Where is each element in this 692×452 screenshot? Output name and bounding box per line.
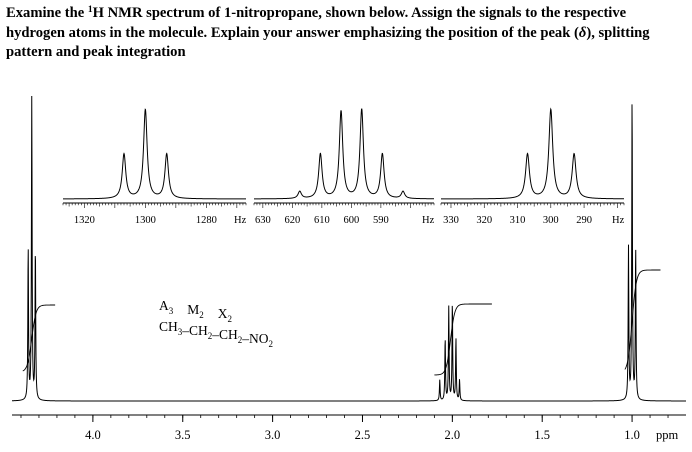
inset-axis-label: Hz (422, 215, 435, 226)
formula-group: CH (159, 319, 178, 334)
inset-tick-label: 600 (344, 215, 360, 226)
main-spectrum: 4.0 3.5 3.0 2.5 2.0 1.5 1.0 ppm (12, 95, 686, 442)
formula-subscript: 2 (269, 339, 274, 349)
inset-axis-label: Hz (612, 215, 625, 226)
inset-tick-label: 610 (314, 215, 330, 226)
inset-tick-label: 630 (255, 215, 271, 226)
question-part-3: ), splitting pattern and peak integratio… (6, 24, 650, 61)
inset-tick-label: 1280 (196, 215, 217, 226)
inset-tick-label: 290 (576, 215, 592, 226)
x-tick-label: 1.5 (534, 428, 550, 442)
x-tick-label: 3.0 (265, 428, 281, 442)
formula-subscript: 2 (238, 335, 243, 345)
integral-curve-a3 (624, 269, 661, 370)
spectrum-trace (12, 95, 686, 402)
inset-trace (441, 107, 624, 200)
formula-group: –CH (181, 323, 208, 338)
delta-symbol: δ (578, 24, 587, 41)
inset-1: 1320 1300 1280 Hz (62, 108, 247, 226)
inset-axis-label: Hz (234, 215, 247, 226)
inset-tick-label: 1320 (74, 215, 95, 226)
inset-tick-label: 1300 (135, 215, 156, 226)
x-tick-label: 2.0 (445, 428, 461, 442)
spin-label-x: X (218, 306, 228, 321)
spin-label-subscript: 2 (228, 314, 233, 324)
spin-system-labels: A3 M2 X2 (159, 298, 232, 324)
question-part-1: Examine the (6, 5, 88, 21)
inset-expansions: 1320 1300 1280 Hz 630 620 610 600 590 Hz 330 320 310… (62, 107, 625, 226)
inset-3: 330 320 310 300 290 Hz (440, 107, 625, 226)
inset-tick-label: 320 (476, 215, 492, 226)
x-axis-label: ppm (656, 428, 679, 442)
inset-tick-label: 590 (373, 215, 389, 226)
inset-trace (254, 108, 435, 200)
inset-tick-label: 310 (510, 215, 526, 226)
inset-trace (63, 108, 246, 200)
formula-group: –NO (241, 331, 268, 346)
formula-subscript: 3 (178, 327, 183, 337)
integral-curve-m2 (434, 303, 492, 376)
spin-label-a: A (159, 298, 169, 313)
question-part-2: H NMR spectrum of 1-nitropropane, shown … (6, 5, 627, 41)
molecular-formula: CH3–CH2–CH2–NO2 (159, 319, 273, 349)
formula-subscript: 2 (208, 331, 213, 341)
spin-label-subscript: 2 (199, 310, 204, 320)
x-tick-label: 3.5 (175, 428, 191, 442)
x-tick-label: 4.0 (85, 428, 101, 442)
inset-tick-label: 620 (284, 215, 300, 226)
question-text: Examine the 1H NMR spectrum of 1-nitropr… (6, 4, 686, 63)
x-tick-label: 1.0 (624, 428, 640, 442)
spin-label-subscript: 3 (169, 306, 174, 316)
x-tick-label: 2.5 (355, 428, 371, 442)
integral-curve-x2 (22, 304, 56, 372)
formula-group: –CH (211, 327, 238, 342)
inset-2: 630 620 610 600 590 Hz (253, 108, 435, 226)
question-superscript: 1 (87, 5, 93, 15)
inset-tick-label: 330 (443, 215, 459, 226)
spin-label-m: M (187, 302, 199, 317)
inset-tick-label: 300 (543, 215, 559, 226)
